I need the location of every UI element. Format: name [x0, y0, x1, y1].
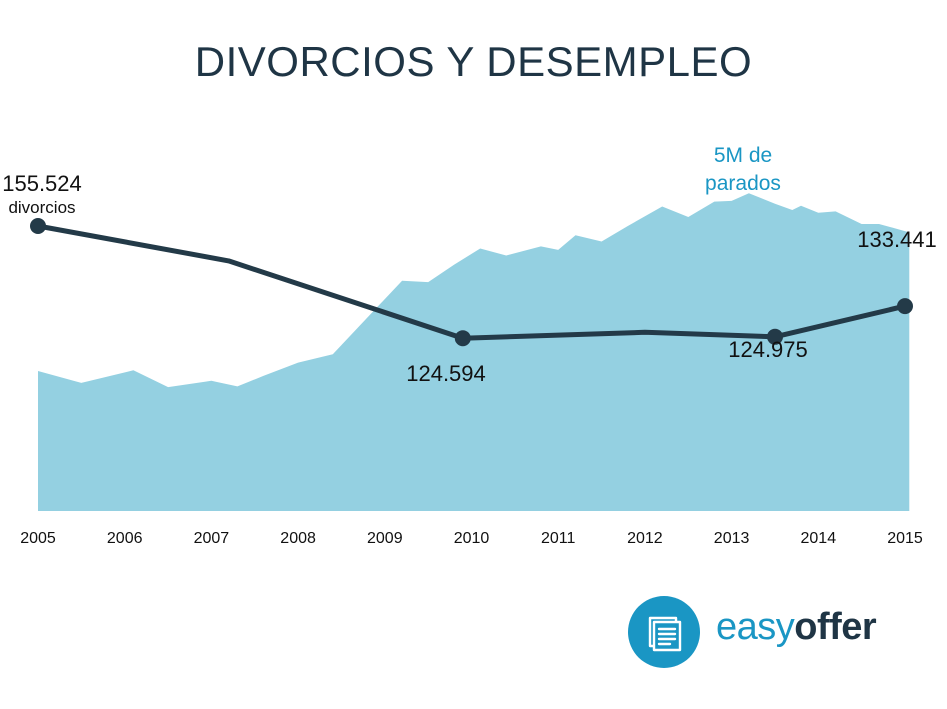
- brand-name: easyoffer: [716, 606, 877, 649]
- peak-label-line2: parados: [705, 172, 781, 195]
- brand-name-part2: offer: [794, 606, 877, 648]
- x-tick-2005: 2005: [20, 530, 56, 547]
- divorce-marker-5: [897, 298, 913, 315]
- x-tick-2011: 2011: [541, 530, 576, 547]
- label-2010-value: 124.594: [406, 361, 486, 386]
- divorce-marker-4: [767, 328, 783, 345]
- x-tick-2009: 2009: [367, 530, 403, 547]
- unemployment-area: [38, 193, 910, 511]
- x-tick-2006: 2006: [107, 530, 143, 547]
- x-tick-2008: 2008: [280, 530, 316, 547]
- logo-circle: [628, 596, 700, 668]
- chart-title: DIVORCIOS Y DESEMPLEO: [194, 38, 753, 85]
- divorce-markers: [30, 218, 913, 347]
- divorce-marker-0: [30, 218, 46, 234]
- document-stack-icon: [648, 616, 682, 652]
- x-tick-2014: 2014: [801, 530, 837, 547]
- x-tick-2015: 2015: [887, 530, 923, 547]
- x-tick-2013: 2013: [714, 530, 750, 547]
- brand-logo: easyoffer: [628, 596, 898, 668]
- label-2005-unit: divorcios: [8, 198, 75, 217]
- label-2015-value: 133.441: [857, 227, 937, 252]
- label-2013-value: 124.975: [728, 337, 808, 362]
- brand-name-part1: easy: [716, 606, 795, 648]
- x-tick-2010: 2010: [454, 530, 490, 547]
- peak-label-line1: 5M de: [714, 144, 772, 167]
- x-tick-2007: 2007: [194, 530, 230, 547]
- divorce-marker-2: [454, 330, 471, 347]
- x-axis-ticks: 2005 2006 2007 2008 2009 2010 2011 2012 2013 2014…: [20, 530, 923, 547]
- label-2005-value: 155.524: [2, 171, 82, 196]
- divorce-line: [35, 223, 908, 341]
- x-tick-2012: 2012: [627, 530, 663, 547]
